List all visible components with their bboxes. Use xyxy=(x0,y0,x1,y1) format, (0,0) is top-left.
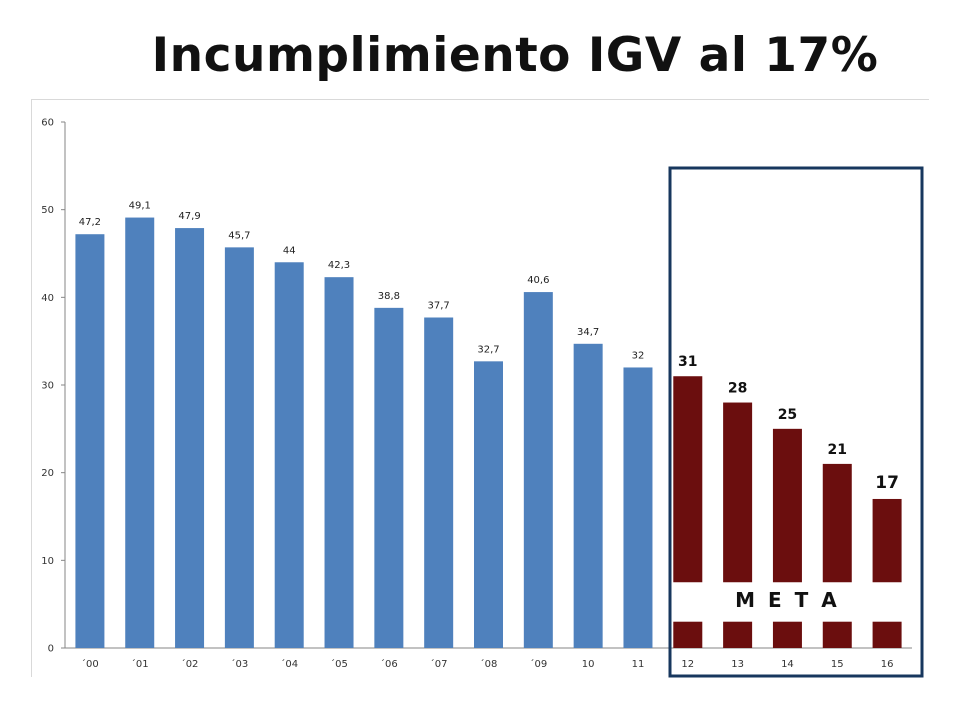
data-bar xyxy=(374,307,404,648)
data-bar xyxy=(573,343,603,648)
goal-bar-label: 17 xyxy=(875,473,899,493)
data-bar xyxy=(424,317,454,648)
data-bar xyxy=(324,277,354,648)
data-bar xyxy=(623,367,653,648)
data-label: 38,8 xyxy=(378,291,400,302)
goal-bar xyxy=(772,428,802,583)
goal-bar xyxy=(872,498,902,583)
data-label: 32,7 xyxy=(477,344,499,355)
x-tick-label: ´09 xyxy=(529,658,547,670)
x-tick-label: ´01 xyxy=(131,658,149,670)
y-tick-label: 20 xyxy=(41,468,54,479)
goal-bar xyxy=(673,376,703,583)
data-bar xyxy=(474,361,503,648)
goal-bar-label: 21 xyxy=(828,442,847,458)
goal-bar-base xyxy=(872,621,902,648)
data-label: 37,7 xyxy=(428,300,450,311)
x-tick-label: ´06 xyxy=(380,658,398,670)
x-tick-label: ´04 xyxy=(280,658,298,670)
x-tick-label: ´07 xyxy=(430,658,448,670)
data-label: 45,7 xyxy=(228,230,250,241)
y-tick-label: 0 xyxy=(48,644,54,655)
x-tick-label: 14 xyxy=(781,659,794,670)
data-label: 44 xyxy=(283,245,296,256)
goal-bar-label: 25 xyxy=(778,407,797,423)
goal-bar-label: 31 xyxy=(678,354,697,370)
data-label: 47,9 xyxy=(178,211,200,222)
x-tick-label: 13 xyxy=(731,659,744,670)
y-tick-label: 10 xyxy=(41,556,54,567)
data-label: 34,7 xyxy=(577,327,599,338)
x-tick-label: ´05 xyxy=(330,658,348,670)
goal-bar-base xyxy=(822,621,852,648)
x-tick-label: ´03 xyxy=(231,658,249,670)
data-label: 32 xyxy=(632,350,645,361)
y-tick-label: 30 xyxy=(41,381,54,392)
data-bar xyxy=(224,247,254,648)
meta-annotation: M E T A xyxy=(735,588,840,612)
y-tick-label: 60 xyxy=(41,118,54,129)
goal-bar-base xyxy=(772,621,802,648)
x-tick-label: 16 xyxy=(881,659,894,670)
x-tick-label: 12 xyxy=(681,659,694,670)
x-tick-label: ´02 xyxy=(181,658,199,670)
goal-bar xyxy=(822,463,852,583)
goal-bar-base xyxy=(723,621,753,648)
data-bar xyxy=(175,228,205,648)
chart-title: Incumplimiento IGV al 17% xyxy=(151,28,879,83)
data-bar xyxy=(523,292,553,648)
goal-bar-base xyxy=(673,621,703,648)
x-tick-label: 10 xyxy=(582,659,595,670)
data-label: 49,1 xyxy=(129,201,151,212)
x-tick-label: ´00 xyxy=(81,658,99,670)
x-tick-label: ´08 xyxy=(480,658,498,670)
data-label: 47,2 xyxy=(79,217,101,228)
goal-bar xyxy=(723,402,753,583)
x-tick-label: 15 xyxy=(831,659,844,670)
chart-frame xyxy=(31,99,929,677)
data-label: 40,6 xyxy=(527,275,549,286)
data-bar xyxy=(125,217,155,648)
data-label: 42,3 xyxy=(328,260,350,271)
y-tick-label: 40 xyxy=(41,293,54,304)
goal-bar-label: 28 xyxy=(728,381,747,397)
y-tick-label: 50 xyxy=(41,205,54,216)
x-tick-label: 11 xyxy=(632,659,645,670)
data-bar xyxy=(274,262,304,648)
data-bar xyxy=(75,234,105,649)
goal-highlight-box xyxy=(668,166,924,678)
